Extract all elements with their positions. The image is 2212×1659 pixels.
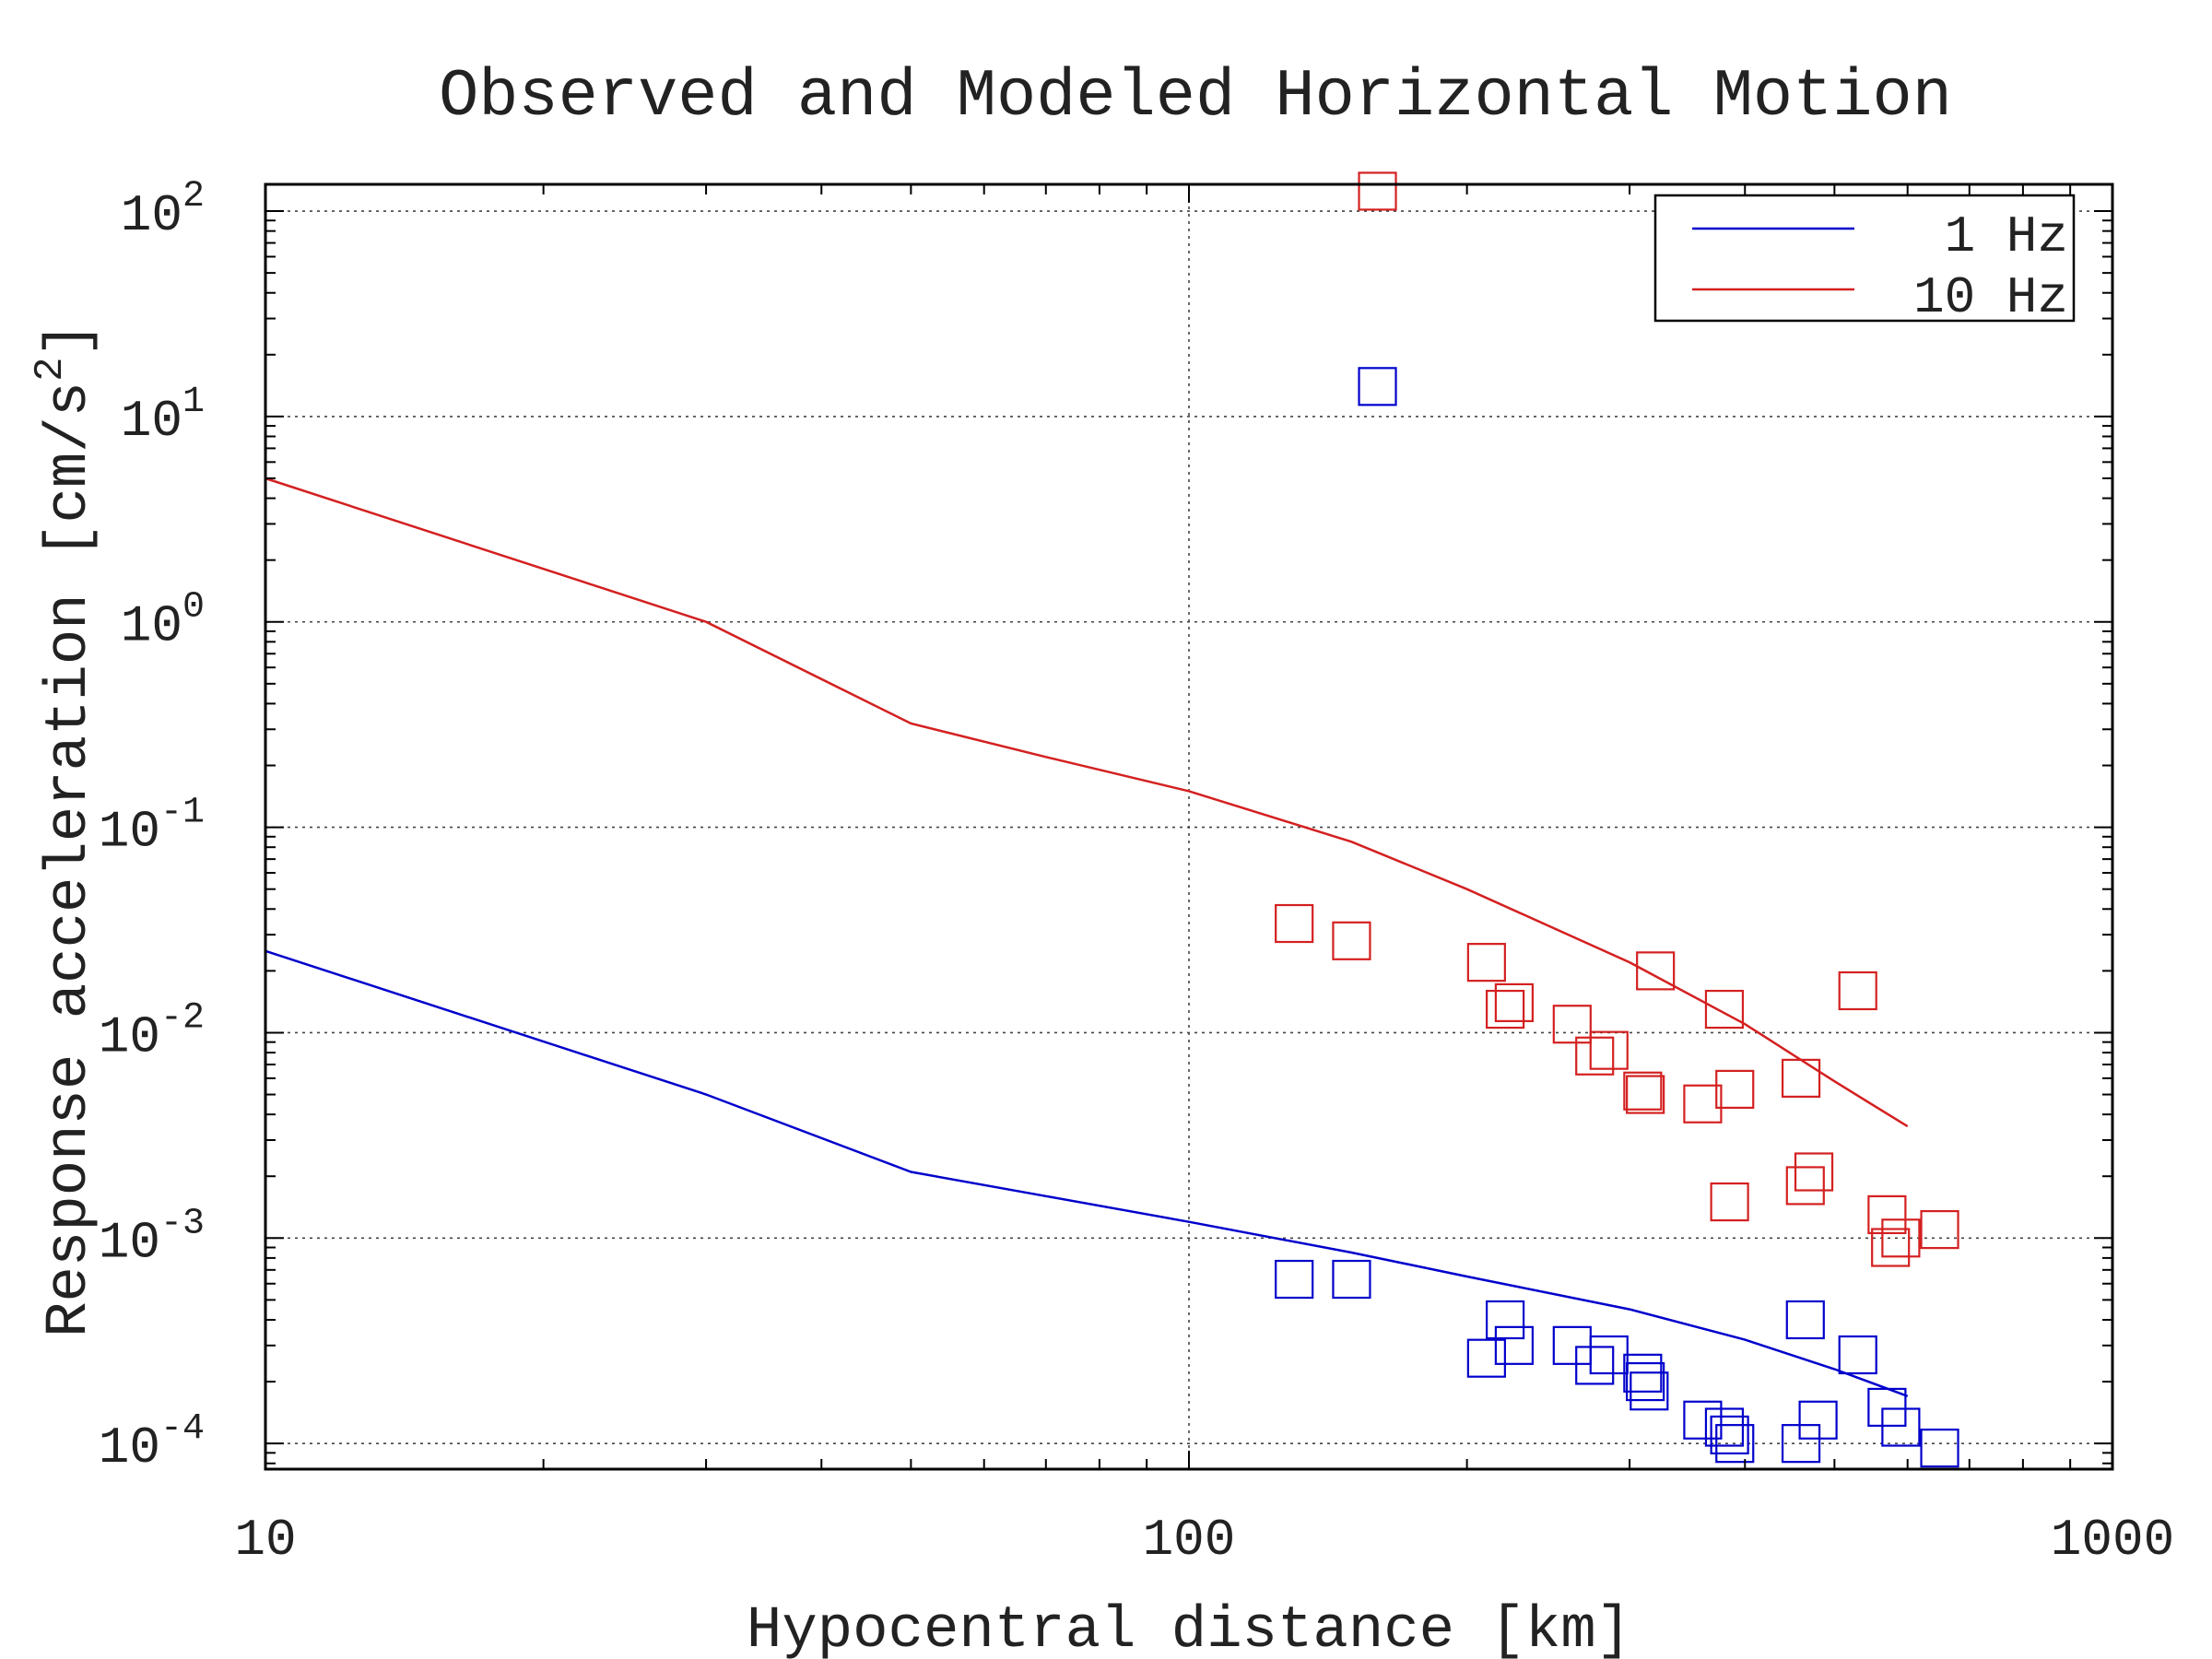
observed-point-10hz (1623, 1071, 1663, 1111)
x-tick-label: 10 (234, 1511, 296, 1570)
observed-point-10hz (1332, 921, 1371, 960)
observed-point-1hz (1715, 1424, 1755, 1464)
observed-point-10hz (1358, 171, 1397, 211)
observed-point-10hz (1704, 989, 1745, 1030)
model-line-10hz (265, 477, 1909, 1128)
y-tick-exponent: -4 (160, 1408, 205, 1450)
y-axis-label-superscript: 2 (28, 358, 74, 382)
legend-box (1653, 194, 2076, 323)
observed-point-10hz (1466, 943, 1506, 982)
y-axis-label: Response acceleration [cm/s2] (28, 322, 103, 1337)
observed-point-10hz (1710, 1182, 1749, 1222)
observed-point-1hz (1358, 367, 1397, 406)
y-axis-label-main: Response acceleration [cm/s (37, 382, 103, 1337)
observed-point-1hz (1781, 1424, 1821, 1464)
observed-point-1hz (1575, 1346, 1615, 1385)
observed-point-10hz (1575, 1036, 1615, 1076)
x-tick-label: 1000 (2051, 1511, 2174, 1570)
chart-title: Observed and Modeled Horizontal Motion (439, 59, 1952, 135)
x-tick-label: 100 (1143, 1511, 1236, 1570)
observed-point-1hz (1704, 1407, 1745, 1447)
observed-point-1hz (1486, 1300, 1525, 1340)
observed-point-10hz (1589, 1030, 1629, 1070)
observed-point-10hz (1838, 971, 1877, 1011)
series-layer (265, 171, 1959, 1468)
observed-point-1hz (1838, 1335, 1877, 1375)
observed-point-1hz (1710, 1415, 1749, 1455)
observed-point-1hz (1630, 1371, 1669, 1411)
observed-point-10hz (1636, 951, 1676, 991)
observed-point-10hz (1494, 982, 1534, 1022)
observed-point-10hz (1871, 1228, 1911, 1267)
observed-point-10hz (1785, 1166, 1825, 1206)
observed-point-10hz (1552, 1005, 1592, 1044)
observed-point-1hz (1920, 1429, 1959, 1468)
observed-point-1hz (1785, 1300, 1825, 1340)
observed-point-1hz (1867, 1387, 1907, 1428)
observed-point-10hz (1626, 1075, 1665, 1114)
x-axis-label: Hypocentral distance [km] (747, 1598, 1631, 1659)
observed-point-1hz (1683, 1400, 1723, 1440)
legend: 1 Hz 10 Hz (1653, 194, 2076, 327)
y-tick-label: 10-1 (99, 793, 205, 862)
observed-point-1hz (1881, 1407, 1921, 1447)
y-tick-base: 10 (121, 186, 182, 245)
y-tick-exponent: -1 (160, 793, 205, 834)
y-tick-exponent: -3 (160, 1203, 205, 1244)
y-axis-label-end: ] (37, 322, 103, 357)
observed-point-1hz (1275, 1259, 1314, 1300)
observed-point-10hz (1781, 1058, 1821, 1098)
observed-point-10hz (1867, 1194, 1907, 1235)
y-tick-label: 10-3 (99, 1203, 205, 1272)
y-tick-base: 10 (99, 1213, 160, 1272)
observed-point-1hz (1466, 1338, 1506, 1378)
y-tick-label: 10-2 (99, 997, 205, 1066)
observed-point-1hz (1798, 1400, 1838, 1440)
y-tick-label: 10-4 (99, 1408, 205, 1477)
y-tick-exponent: 0 (182, 587, 205, 629)
legend-label-1hz: 1 Hz (1945, 207, 2068, 266)
observed-point-1hz (1332, 1259, 1371, 1300)
observed-point-10hz (1486, 989, 1525, 1030)
model-line-1hz (265, 949, 1909, 1397)
observed-point-10hz (1794, 1152, 1834, 1192)
observed-point-10hz (1275, 903, 1314, 944)
y-tick-base: 10 (99, 1007, 160, 1066)
observed-point-10hz (1715, 1069, 1755, 1109)
legend-label-10hz: 10 Hz (1913, 268, 2068, 327)
observed-point-10hz (1683, 1084, 1723, 1124)
observed-point-10hz (1920, 1209, 1959, 1250)
y-tick-label: 102 (121, 176, 205, 245)
y-tick-label: 100 (121, 587, 205, 656)
observed-point-1hz (1626, 1361, 1665, 1402)
grid-lines (265, 184, 2112, 1469)
y-tick-base: 10 (121, 597, 182, 656)
y-tick-base: 10 (121, 392, 182, 451)
y-tick-label: 101 (121, 382, 205, 451)
y-tick-base: 10 (99, 1418, 160, 1477)
observed-point-1hz (1494, 1325, 1534, 1365)
y-tick-exponent: 1 (182, 382, 205, 423)
y-tick-base: 10 (99, 803, 160, 862)
observed-point-10hz (1881, 1218, 1921, 1258)
y-tick-exponent: -2 (160, 997, 205, 1039)
y-tick-exponent: 2 (182, 176, 205, 218)
